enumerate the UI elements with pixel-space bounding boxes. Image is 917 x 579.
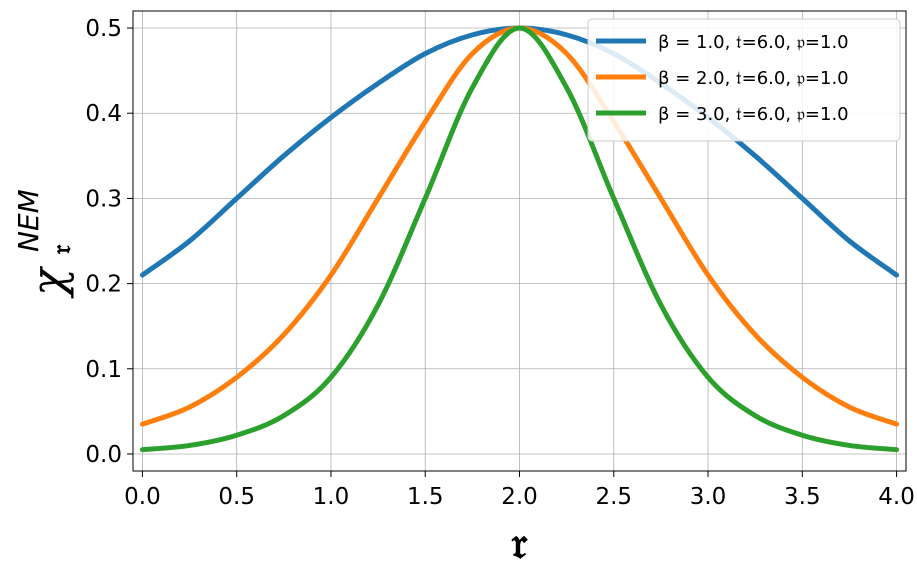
x-tick-label: 3.5 (784, 484, 821, 510)
legend-label-3: β = 3.0, 𝔱=6.0, 𝔭=1.0 (658, 104, 849, 125)
x-tick-label: 2.0 (501, 484, 538, 510)
y-axis-label-subscript: 𝔯 (47, 244, 77, 255)
y-tick-label: 0.3 (85, 186, 122, 212)
y-tick-label: 0.0 (85, 442, 122, 468)
x-tick-label: 0.0 (124, 484, 161, 510)
y-axis-label: χ NEM 𝔯 (12, 189, 77, 299)
legend-label-1: β = 1.0, 𝔱=6.0, 𝔭=1.0 (658, 32, 849, 53)
series-line-3 (139, 25, 900, 453)
y-axis-label-main: χ (21, 265, 75, 299)
x-tick-label: 1.5 (407, 484, 444, 510)
legend-label-2: β = 2.0, 𝔱=6.0, 𝔭=1.0 (658, 68, 849, 89)
x-axis-ticks: 0.0 0.5 1.0 1.5 2.0 2.5 3.0 3.5 4.0 (124, 471, 915, 510)
y-axis-ticks: 0.0 0.1 0.2 0.3 0.4 0.5 (85, 16, 133, 468)
y-tick-label: 0.5 (85, 16, 122, 42)
x-tick-label: 3.0 (690, 484, 727, 510)
y-tick-label: 0.2 (85, 272, 122, 298)
x-axis-label: 𝔯 (512, 518, 529, 569)
y-tick-label: 0.4 (85, 101, 122, 127)
series-lines (139, 25, 900, 453)
legend-box (587, 18, 901, 142)
x-tick-label: 1.0 (313, 484, 350, 510)
y-tick-label: 0.1 (85, 357, 122, 383)
x-tick-label: 4.0 (878, 484, 915, 510)
y-axis-label-superscript: NEM (12, 189, 45, 252)
legend: β = 1.0, 𝔱=6.0, 𝔭=1.0 β = 2.0, 𝔱=6.0, 𝔭=1… (587, 18, 901, 142)
x-tick-label: 0.5 (218, 484, 255, 510)
x-tick-label: 2.5 (595, 484, 632, 510)
